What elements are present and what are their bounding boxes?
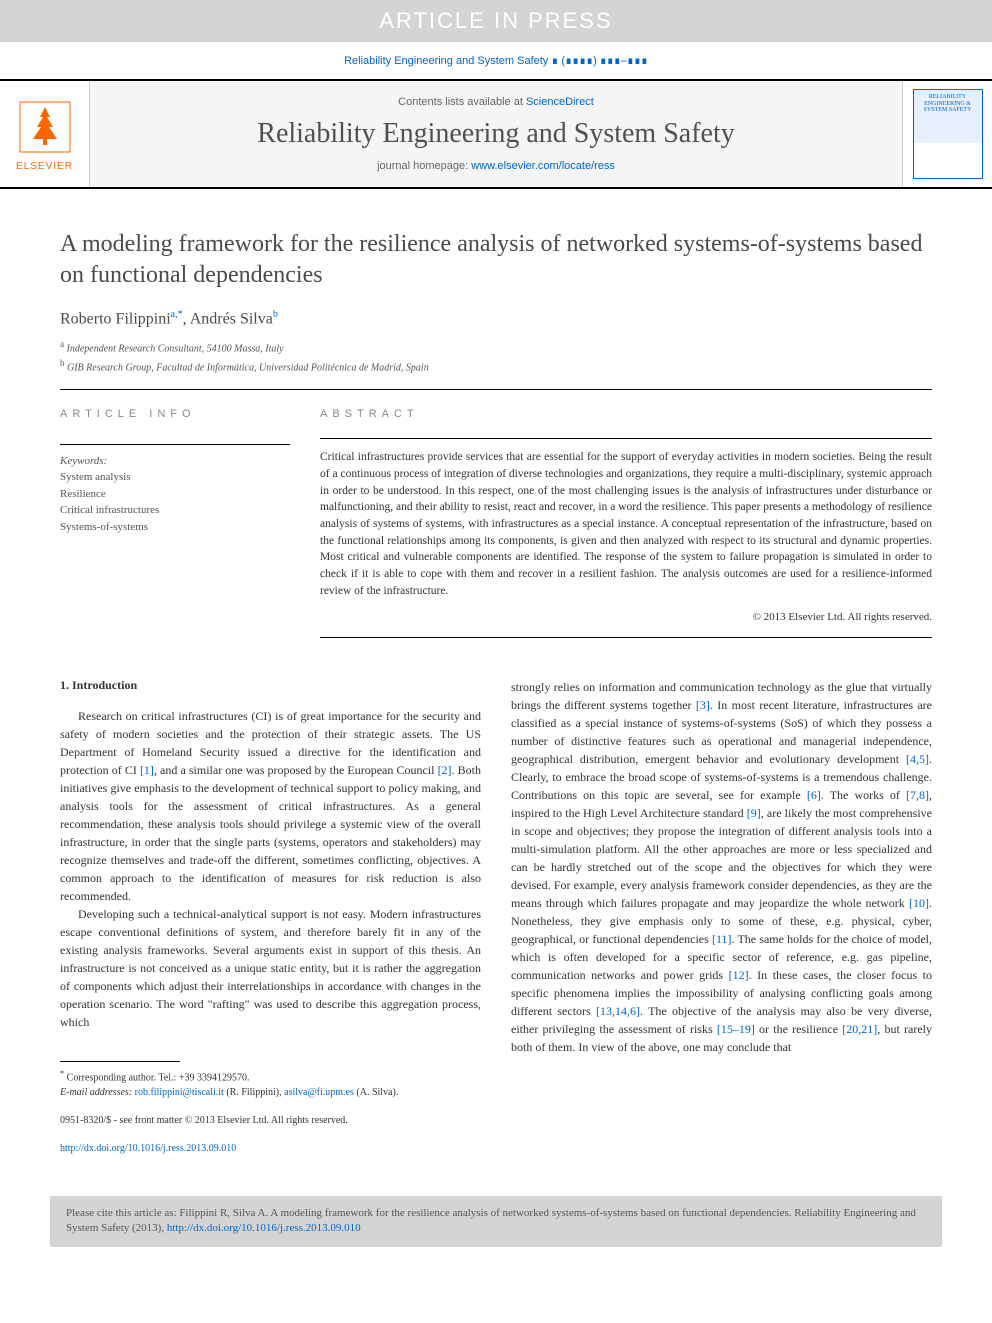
- homepage-prefix: journal homepage:: [377, 160, 471, 172]
- front-matter-line: 0951-8320/$ - see front matter © 2013 El…: [60, 1114, 481, 1128]
- elsevier-label: ELSEVIER: [16, 161, 73, 172]
- corresponding-author-footnote: * Corresponding author. Tel.: +39 339412…: [60, 1068, 481, 1085]
- doi-line: http://dx.doi.org/10.1016/j.ress.2013.09…: [60, 1142, 481, 1156]
- body-two-column: 1. Introduction Research on critical inf…: [60, 678, 932, 1155]
- author-1: Roberto Filippini: [60, 311, 171, 328]
- citation-box: Please cite this article as: Filippini R…: [50, 1196, 942, 1247]
- cover-title-text: RELIABILITY ENGINEERING & SYSTEM SAFETY: [914, 90, 982, 118]
- email-2-link[interactable]: asilva@fi.upm.es: [284, 1087, 354, 1098]
- article-info-column: ARTICLE INFO Keywords: System analysis R…: [60, 408, 290, 638]
- ref-7-8[interactable]: [7,8]: [906, 788, 929, 802]
- email-1-link[interactable]: rob.filippini@tiscali.it: [135, 1087, 224, 1098]
- ref-15-19[interactable]: [15–19]: [717, 1022, 755, 1036]
- journal-homepage-link[interactable]: www.elsevier.com/locate/ress: [471, 160, 615, 172]
- ref-9[interactable]: [9]: [747, 806, 761, 820]
- intro-para-3: strongly relies on information and commu…: [511, 678, 932, 1056]
- section-1-heading: 1. Introduction: [60, 678, 481, 693]
- ref-13-14-6[interactable]: [13,14,6]: [596, 1004, 640, 1018]
- author-2-aff[interactable]: b: [273, 309, 278, 320]
- abstract-text: Critical infrastructures provide service…: [320, 449, 932, 599]
- column-left: 1. Introduction Research on critical inf…: [60, 678, 481, 1155]
- ref-10[interactable]: [10]: [909, 896, 929, 910]
- intro-para-2: Developing such a technical-analytical s…: [60, 905, 481, 1031]
- elsevier-tree-icon: [15, 97, 75, 157]
- email-footnote: E-mail addresses: rob.filippini@tiscali.…: [60, 1086, 481, 1100]
- sciencedirect-link[interactable]: ScienceDirect: [526, 96, 594, 108]
- abstract-column: ABSTRACT Critical infrastructures provid…: [320, 408, 932, 638]
- contents-lists-line: Contents lists available at ScienceDirec…: [398, 96, 594, 108]
- ref-1[interactable]: [1]: [140, 763, 154, 777]
- ref-6[interactable]: [6]: [807, 788, 821, 802]
- doi-link[interactable]: http://dx.doi.org/10.1016/j.ress.2013.09…: [60, 1143, 236, 1154]
- keyword-3: Critical infrastructures: [60, 502, 290, 519]
- contents-prefix: Contents lists available at: [398, 96, 526, 108]
- affiliation-b: b GIB Research Group, Facultad de Inform…: [60, 358, 932, 373]
- affiliation-a: a Independent Research Consultant, 54100…: [60, 339, 932, 354]
- journal-reference-line: Reliability Engineering and System Safet…: [0, 42, 992, 79]
- journal-cover-thumbnail: RELIABILITY ENGINEERING & SYSTEM SAFETY: [902, 81, 992, 187]
- author-1-aff[interactable]: a,: [171, 309, 178, 320]
- journal-homepage-line: journal homepage: www.elsevier.com/locat…: [377, 160, 615, 172]
- article-info-heading: ARTICLE INFO: [60, 408, 290, 420]
- intro-para-1: Research on critical infrastructures (CI…: [60, 707, 481, 905]
- journal-header: ELSEVIER Contents lists available at Sci…: [0, 79, 992, 189]
- keywords-label: Keywords:: [60, 455, 290, 467]
- article-in-press-banner: ARTICLE IN PRESS: [0, 0, 992, 42]
- header-center: Contents lists available at ScienceDirec…: [90, 81, 902, 187]
- article-content: A modeling framework for the resilience …: [0, 189, 992, 1176]
- abstract-copyright: © 2013 Elsevier Ltd. All rights reserved…: [320, 611, 932, 623]
- author-2: , Andrés Silva: [183, 311, 273, 328]
- authors-line: Roberto Filippinia,*, Andrés Silvab: [60, 309, 932, 328]
- abstract-heading: ABSTRACT: [320, 408, 932, 420]
- ref-11[interactable]: [11]: [712, 932, 732, 946]
- ref-2[interactable]: [2]: [438, 763, 452, 777]
- ref-20-21[interactable]: [20,21]: [842, 1022, 877, 1036]
- citation-doi-link[interactable]: http://dx.doi.org/10.1016/j.ress.2013.09…: [167, 1222, 361, 1234]
- keyword-1: System analysis: [60, 469, 290, 486]
- column-right: strongly relies on information and commu…: [511, 678, 932, 1155]
- ref-12[interactable]: [12]: [729, 968, 749, 982]
- journal-title: Reliability Engineering and System Safet…: [257, 118, 734, 150]
- paper-title: A modeling framework for the resilience …: [60, 229, 932, 291]
- elsevier-logo: ELSEVIER: [0, 81, 90, 187]
- ref-4-5[interactable]: [4,5]: [906, 752, 929, 766]
- keyword-4: Systems-of-systems: [60, 519, 290, 536]
- ref-3[interactable]: [3]: [696, 698, 710, 712]
- keyword-2: Resilience: [60, 486, 290, 503]
